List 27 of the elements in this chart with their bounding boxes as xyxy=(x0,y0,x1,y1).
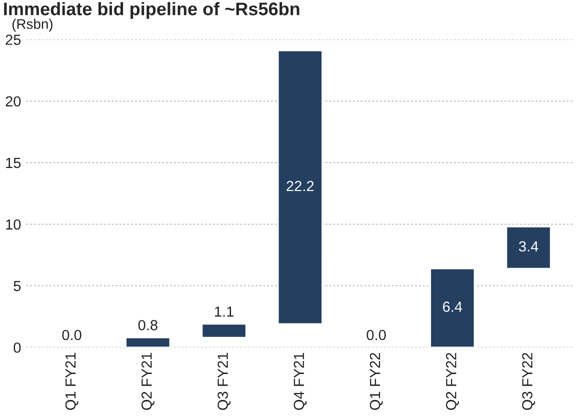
x-tick-label: Q2 FY21 xyxy=(141,352,154,410)
y-tick-label: 20 xyxy=(6,96,21,107)
bar xyxy=(506,226,552,270)
y-tick-label: 25 xyxy=(6,34,21,45)
y-axis-title: (Rsbn) xyxy=(12,18,52,32)
x-tick-label: Q1 FY22 xyxy=(370,352,383,410)
y-tick-label: 10 xyxy=(6,219,21,230)
bar xyxy=(277,50,323,325)
data-label: 22.2 xyxy=(286,180,314,192)
y-tick-label: 5 xyxy=(14,281,21,292)
bar xyxy=(430,268,476,348)
y-tick-label: 15 xyxy=(6,158,21,168)
data-label: 6.4 xyxy=(443,302,462,312)
y-tick-label: 0 xyxy=(14,342,21,353)
x-tick-label: Q1 FY21 xyxy=(65,352,78,410)
bar xyxy=(201,323,247,338)
data-label: 3.4 xyxy=(518,241,538,252)
data-label: 0.0 xyxy=(366,330,386,340)
x-tick-label: Q4 FY21 xyxy=(294,352,307,410)
x-tick-label: Q3 FY21 xyxy=(218,352,231,410)
data-label: 0.8 xyxy=(138,320,158,330)
x-tick-label: Q2 FY22 xyxy=(446,352,459,410)
data-label: 0.0 xyxy=(62,330,82,340)
chart-title: Immediate bid pipeline of ~Rs56bn xyxy=(4,2,300,19)
bar xyxy=(125,336,171,348)
data-label: 1.1 xyxy=(215,306,234,317)
x-tick-label: Q3 FY22 xyxy=(522,352,536,410)
